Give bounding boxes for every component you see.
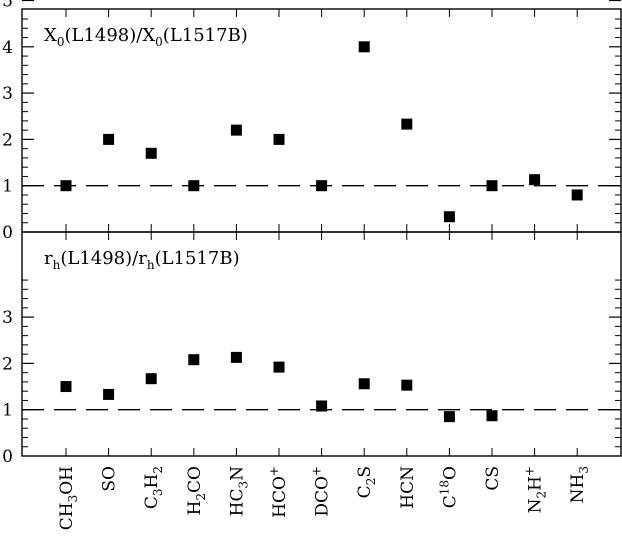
y-tick-label: 2 <box>2 130 13 150</box>
y-tick-label: 0 <box>2 447 13 467</box>
data-point <box>529 174 541 186</box>
category-label: C18O <box>437 466 460 508</box>
data-point <box>486 180 498 192</box>
category-label: CS <box>483 466 503 491</box>
panel-title: rh(L1498)/rh(L1517B) <box>44 248 240 272</box>
data-point <box>60 381 72 393</box>
category-label: NH3 <box>568 466 591 503</box>
category-label: C2S <box>355 466 378 498</box>
data-point <box>443 411 455 423</box>
top-panel: 0 1 2 3 4 5 X0(L1498)/X0(L1517B) <box>2 0 622 243</box>
category-label: H2CO <box>185 466 208 515</box>
y-tick-label: 1 <box>2 177 13 197</box>
bottom-panel: 0 1 2 3 rh(L1498)/rh(L1517B) <box>2 231 622 467</box>
category-label: HCN <box>398 466 418 509</box>
y-tick-label: 3 <box>2 84 13 104</box>
data-point <box>188 180 200 192</box>
panel-title: X0(L1498)/X0(L1517B) <box>44 25 248 49</box>
y-tick-label: 4 <box>2 38 13 58</box>
data-point <box>316 400 328 412</box>
y-tick-label: 1 <box>2 401 13 421</box>
data-point <box>273 361 285 373</box>
data-point <box>230 351 242 363</box>
category-label: HC3N <box>227 466 250 516</box>
data-point <box>60 180 72 192</box>
y-tick-label: 5 <box>2 0 13 12</box>
data-point <box>486 410 498 422</box>
data-point <box>145 373 157 385</box>
category-label: N2H+ <box>523 466 549 513</box>
data-point <box>316 180 328 192</box>
data-point <box>188 354 200 366</box>
y-tick-label: 3 <box>2 308 13 328</box>
category-label: SO <box>100 466 120 492</box>
data-point <box>358 41 370 53</box>
data-point <box>358 378 370 390</box>
y-tick-label: 2 <box>2 354 13 374</box>
category-label: CH3OH <box>57 466 80 530</box>
data-point <box>103 133 115 145</box>
data-point <box>401 379 413 391</box>
data-point <box>571 189 583 201</box>
data-point <box>401 118 413 130</box>
data-point <box>230 124 242 136</box>
category-label: DCO+ <box>310 466 333 517</box>
y-tick-label: 0 <box>2 223 13 243</box>
category-labels: CH3OH SO C3H2 H2CO HC3N HCO+ DCO+ C2S HCN C18O CS N… <box>57 466 591 530</box>
data-point <box>145 147 157 159</box>
category-label: HCO+ <box>267 466 290 518</box>
data-point <box>273 133 285 145</box>
data-point <box>103 388 115 400</box>
category-label: C3H2 <box>142 466 165 509</box>
data-point <box>443 211 455 223</box>
